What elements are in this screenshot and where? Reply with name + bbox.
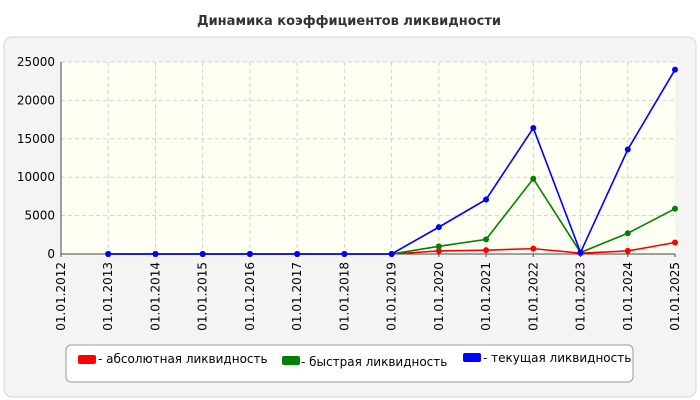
series-point-1 [483, 236, 490, 243]
grid [61, 61, 675, 254]
x-tick-label: 01.01.2025 [668, 262, 682, 331]
x-tick-label: 01.01.2022 [526, 262, 540, 331]
plot-area [61, 62, 675, 254]
series-point-2 [672, 66, 678, 73]
series-point-1 [672, 205, 678, 212]
x-tick-label: 01.01.2024 [621, 262, 635, 331]
x-tick-label: 01.01.2018 [337, 262, 351, 331]
series-point-0 [672, 239, 678, 246]
y-tick-label: 10000 [17, 170, 55, 184]
x-tick-label: 01.01.2019 [385, 262, 399, 331]
series-point-2 [152, 251, 159, 257]
series-point-2 [435, 224, 442, 231]
x-tick-label: 01.01.2013 [101, 262, 115, 331]
x-tick-label: 01.01.2023 [574, 262, 588, 331]
series-point-1 [435, 243, 442, 250]
series-point-2 [105, 251, 112, 257]
series-point-0 [624, 247, 631, 254]
legend-box [65, 344, 634, 383]
y-tick-label: 25000 [17, 55, 55, 69]
series-point-2 [294, 251, 301, 257]
y-tick-label: 20000 [17, 93, 55, 107]
series-point-2 [624, 146, 631, 153]
x-tick-label: 01.01.2020 [432, 262, 446, 331]
x-tick-label: 01.01.2012 [54, 262, 68, 331]
y-tick-label: 15000 [17, 132, 55, 146]
y-axis-ticks: 0 5000 10000 15000 20000 25000 [17, 55, 55, 261]
x-tick-label: 01.01.2014 [148, 262, 162, 331]
series-point-2 [388, 251, 395, 257]
series-point-2 [530, 125, 537, 132]
y-tick-label: 0 [47, 247, 55, 261]
series-point-0 [530, 245, 537, 252]
series-point-2 [577, 249, 584, 256]
x-tick-label: 01.01.2017 [290, 262, 304, 331]
legend-label-quick: - быстрая ликвидность [301, 355, 447, 369]
series-point-0 [435, 247, 442, 254]
series-point-0 [483, 247, 490, 254]
series-point-1 [624, 230, 631, 237]
x-tick-label: 01.01.2015 [196, 262, 210, 331]
x-tick-label: 01.01.2016 [243, 262, 257, 331]
chart-title: Динамика коэффициентов ликвидности [197, 14, 501, 29]
series-point-2 [199, 251, 206, 257]
x-tick-label: 01.01.2021 [479, 262, 493, 331]
x-axis-ticks: 01.01.2012 01.01.2013 01.01.2014 01.01.2015… [54, 262, 682, 331]
series-group [105, 66, 678, 257]
legend-swatch-current [463, 353, 481, 362]
legend-label-absolute: - абсолютная ликвидность [98, 352, 268, 366]
series-point-2 [246, 251, 253, 257]
legend-swatch-absolute [78, 355, 96, 364]
legend-label-current: - текущая ликвидность [483, 351, 631, 365]
y-tick-label: 5000 [24, 209, 55, 223]
series-point-1 [530, 175, 537, 182]
series-point-2 [341, 251, 348, 257]
series-point-2 [483, 196, 490, 203]
legend-swatch-quick [282, 356, 300, 365]
legend: - абсолютная ликвидность - быстрая ликви… [65, 344, 634, 383]
